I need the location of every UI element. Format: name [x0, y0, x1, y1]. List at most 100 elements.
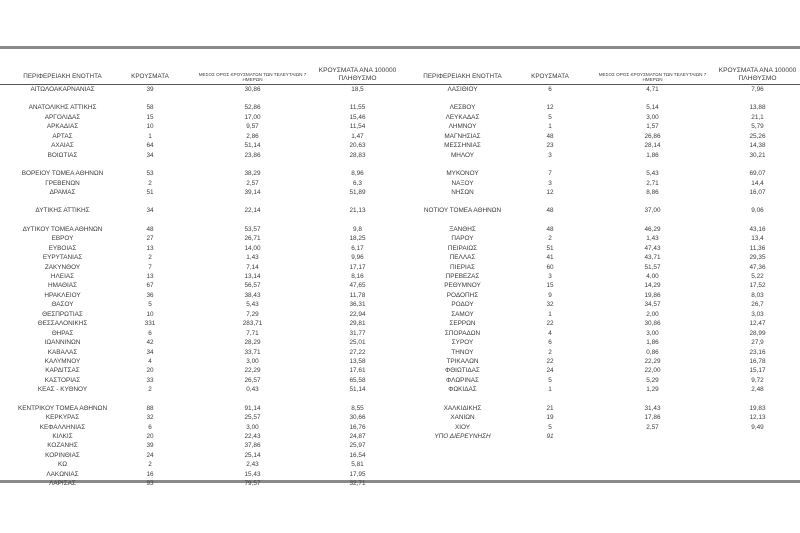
cell-per100k: 17,17	[349, 263, 366, 271]
cell-cases: 6	[148, 423, 152, 431]
cell-cases: 24	[146, 451, 154, 459]
cell-cases: 42	[146, 339, 154, 347]
table-row: ΚΕΝΤΡΙΚΟΥ ΤΟΜΕΑ ΑΘΗΝΩΝ 88 91,14 8,55	[0, 404, 400, 413]
cell-region: ΖΑΚΥΝΘΟΥ	[44, 263, 81, 271]
cell-region: ΙΩΑΝΝΙΝΩΝ	[44, 339, 81, 347]
table-row: ΔΡΑΜΑΣ 51 39,14 51,89	[0, 188, 400, 197]
cell-region: ΛΑΚΩΝΙΑΣ	[46, 470, 79, 478]
cell-avg7: 8,86	[646, 188, 659, 196]
cell-cases: 2	[148, 179, 152, 187]
cell-cases: 9	[548, 291, 552, 299]
cell-region: ΚΑΒΑΛΑΣ	[47, 348, 78, 356]
cell-region: ΠΕΙΡΑΙΩΣ	[447, 244, 478, 252]
cell-per100k: 51,14	[349, 386, 366, 394]
table-row: ΦΛΩΡΙΝΑΣ 5 5,29 9,72	[400, 376, 800, 385]
table-row: ΚΕΑΣ - ΚΥΘΝΟΥ 2 0,43 51,14	[0, 385, 400, 394]
cell-region: ΡΟΔΟΠΗΣ	[446, 291, 479, 299]
group-spacer	[0, 94, 400, 103]
left-table: ΠΕΡΙΦΕΡΕΙΑΚΗ ΕΝΟΤΗΤΑ ΚΡΟΥΣΜΑΤΑ ΜΕΣΟΣ ΟΡΟ…	[0, 50, 400, 489]
cell-cases: 2	[548, 348, 552, 356]
header-cases: ΚΡΟΥΣΜΑΤΑ	[531, 73, 569, 81]
cell-per100k: 9,49	[751, 423, 764, 431]
top-rule	[0, 46, 800, 49]
cell-cases: 2	[148, 461, 152, 469]
cell-cases: 24	[546, 367, 554, 375]
cell-avg7: 37,86	[244, 442, 261, 450]
cell-cases: 34	[146, 207, 154, 215]
table-row: ΚΕΡΚΥΡΑΣ 32 25,57 30,66	[0, 413, 400, 422]
table-row: ΛΕΥΚΑΔΑΣ 5 3,00 21,1	[400, 113, 800, 122]
cell-per100k: 15,46	[349, 113, 366, 121]
cell-cases: 22	[546, 357, 554, 365]
table-row: ΚΑΣΤΟΡΙΑΣ 33 26,57 65,58	[0, 376, 400, 385]
table-row: ΜΗΛΟΥ 3 1,86 30,21	[400, 151, 800, 160]
cell-per100k: 32,71	[349, 480, 366, 488]
cell-avg7: 22,14	[244, 207, 261, 215]
table-row: ΛΑΚΩΝΙΑΣ 16 15,43 17,95	[0, 470, 400, 479]
cell-per100k: 8,16	[351, 273, 364, 280]
cell-region: ΔΥΤΙΚΟΥ ΤΟΜΕΑ ΑΘΗΝΩΝ	[22, 225, 103, 233]
table-row: ΛΑΡΙΣΑΣ 93 79,57 32,71	[0, 479, 400, 488]
cell-region: ΛΑΡΙΣΑΣ	[49, 480, 76, 488]
cell-cases: 20	[146, 433, 154, 440]
cell-region: ΔΡΑΜΑΣ	[49, 188, 76, 196]
cell-per100k: 21,13	[349, 207, 366, 215]
cell-avg7: 91,14	[244, 404, 261, 412]
cell-per100k: 28,83	[349, 151, 366, 159]
cell-cases: 5	[548, 423, 552, 431]
cell-region: ΠΕΛΛΑΣ	[449, 254, 476, 262]
cell-cases: 15	[146, 113, 154, 121]
cell-avg7: 13,14	[244, 273, 261, 280]
cell-avg7: 34,57	[644, 301, 661, 309]
cell-region: ΠΙΕΡΙΑΣ	[450, 263, 475, 271]
table-row: ΥΠΟ ΔΙΕΡΕΥΝΗΣΗ 91	[400, 432, 800, 441]
cell-per100k: 8,96	[351, 170, 364, 178]
cell-region: ΓΡΕΒΕΝΩΝ	[45, 179, 80, 187]
cell-per100k: 69,07	[749, 170, 766, 178]
cell-avg7: 19,86	[644, 291, 661, 299]
cell-per100k: 5,79	[751, 123, 764, 131]
cell-region: ΡΟΔΟΥ	[451, 301, 474, 309]
cell-cases: 16	[146, 470, 154, 478]
cell-region: ΣΠΟΡΑΔΩΝ	[444, 329, 481, 337]
cell-per100k: 17,61	[349, 367, 366, 375]
table-row: ΡΟΔΟΠΗΣ 9 19,86 8,03	[400, 291, 800, 300]
cell-per100k: 12,13	[749, 414, 766, 422]
cell-cases: 64	[146, 142, 154, 150]
cell-region: ΞΑΝΘΗΣ	[449, 225, 476, 233]
cell-avg7: 22,29	[244, 367, 261, 375]
cell-cases: 5	[148, 301, 152, 309]
cell-avg7: 3,00	[246, 357, 259, 365]
group-spacer	[400, 160, 800, 169]
cell-per100k: 23,16	[749, 348, 766, 356]
cell-region: ΝΑΞΟΥ	[451, 179, 474, 187]
cell-per100k: 17,52	[749, 282, 766, 290]
table-row: ΓΡΕΒΕΝΩΝ 2 2,57 6,3	[0, 179, 400, 188]
table-row: ΕΥΒΟΙΑΣ 13 14,00 6,17	[0, 244, 400, 253]
table-row: ΛΕΣΒΟΥ 12 5,14 13,88	[400, 103, 800, 112]
table-row: ΡΟΔΟΥ 32 34,57 26,7	[400, 300, 800, 309]
table-row: ΑΡΤΑΣ 1 2,86 1,47	[0, 132, 400, 141]
group-spacer	[0, 197, 400, 206]
cell-per100k: 31,77	[349, 329, 366, 337]
cell-cases: 6	[548, 339, 552, 347]
cell-avg7: 1,43	[646, 235, 659, 243]
cell-region: ΜΗΛΟΥ	[450, 151, 475, 159]
cell-cases: 2	[548, 235, 552, 243]
cell-per100k: 2,48	[751, 386, 764, 394]
cell-avg7: 56,57	[244, 282, 261, 290]
cell-per100k: 30,21	[749, 151, 766, 159]
cell-avg7: 3,00	[646, 113, 659, 121]
table-row: ΖΑΚΥΝΘΟΥ 7 7,14 17,17	[0, 263, 400, 272]
table-row: ΧΑΛΚΙΔΙΚΗΣ 21 31,43 19,83	[400, 404, 800, 413]
cell-region: ΤΡΙΚΑΛΩΝ	[446, 357, 479, 365]
right-table: ΠΕΡΙΦΕΡΕΙΑΚΗ ΕΝΟΤΗΤΑ ΚΡΟΥΣΜΑΤΑ ΜΕΣΟΣ ΟΡΟ…	[400, 50, 800, 441]
cell-avg7: 1,57	[646, 123, 659, 131]
cell-avg7: 52,86	[244, 104, 261, 112]
group-spacer	[0, 160, 400, 169]
cell-per100k: 16,07	[749, 188, 766, 196]
cell-cases: 3	[548, 151, 552, 159]
cell-per100k: 24,87	[349, 433, 366, 440]
cell-per100k: 1,47	[351, 132, 364, 140]
cell-per100k: 22,94	[349, 310, 366, 318]
